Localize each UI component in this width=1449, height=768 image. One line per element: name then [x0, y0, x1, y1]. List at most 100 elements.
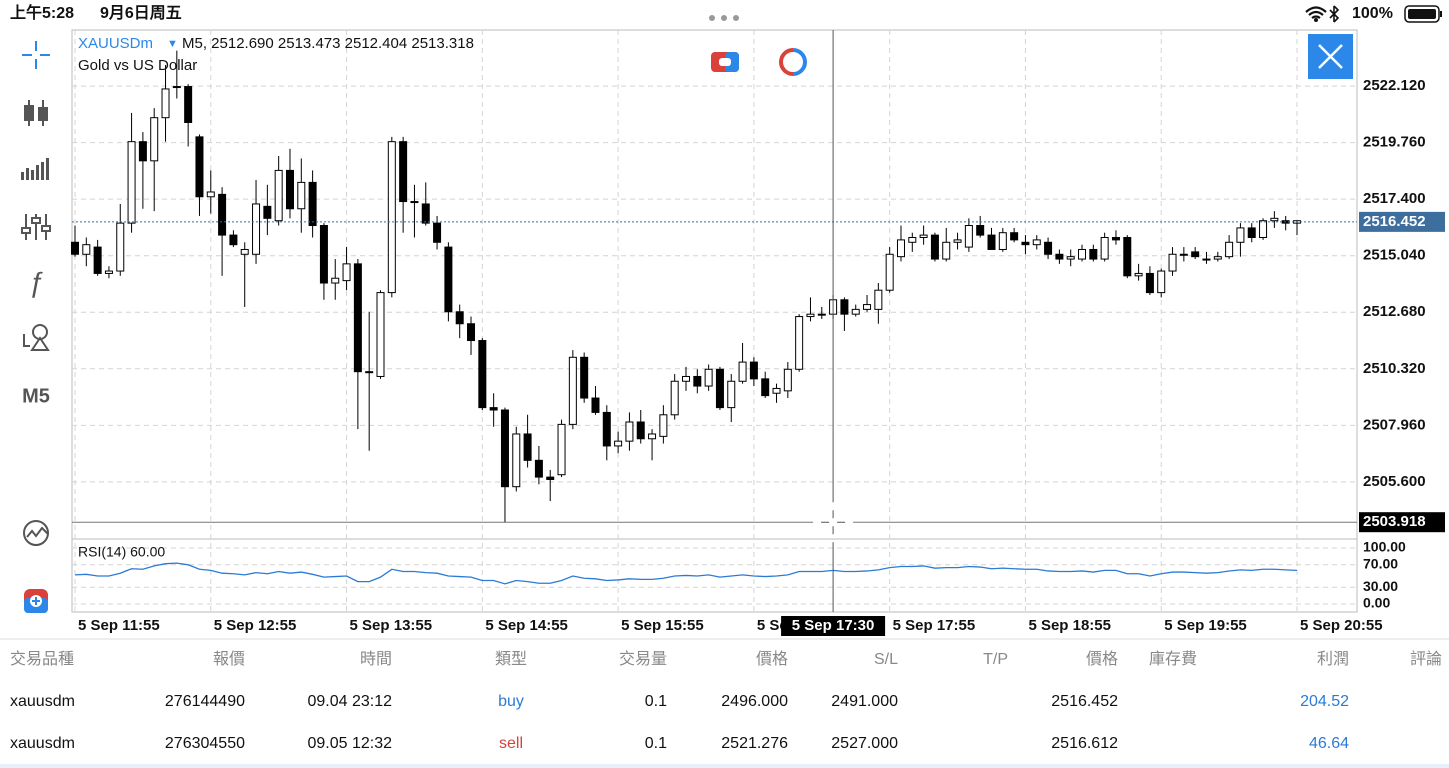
- candle-body: [693, 375, 702, 387]
- table-cell: 204.52: [1300, 693, 1349, 710]
- table-cell: 2496.000: [721, 693, 788, 710]
- column-header: 時間: [360, 650, 392, 668]
- table-cell: 2516.452: [1051, 693, 1118, 710]
- candle-body: [953, 239, 962, 243]
- candle-body: [670, 380, 679, 416]
- top-dots: [709, 15, 739, 21]
- candle-body: [410, 201, 419, 204]
- rsi-tick-label: 0.00: [1363, 595, 1390, 611]
- candle-body: [353, 263, 362, 373]
- rsi-tick-label: 100.00: [1363, 539, 1406, 555]
- depth-icon[interactable]: [779, 48, 807, 76]
- status-time: 上午5:28: [10, 3, 74, 22]
- candle-body: [715, 368, 724, 409]
- crosshair-time-tag: [781, 616, 886, 636]
- candle-body: [614, 440, 623, 447]
- candle-body: [987, 234, 996, 250]
- candle-body: [467, 323, 476, 342]
- chart-type-tool[interactable]: [24, 100, 48, 126]
- candle-body: [376, 292, 385, 377]
- column-header: S/L: [874, 651, 898, 668]
- status-date: 9月6日周五: [100, 4, 182, 22]
- bid-tag: [1359, 211, 1445, 232]
- table-cell: 2527.000: [831, 735, 898, 752]
- candle-body: [161, 88, 170, 119]
- bottom-strip: [0, 764, 1449, 768]
- candle-body: [399, 141, 408, 203]
- price-label: 2515.040: [1363, 247, 1426, 264]
- candle-body: [1066, 256, 1075, 260]
- candle-body: [285, 169, 294, 210]
- candle-body: [919, 234, 928, 238]
- table-cell: 2516.612: [1051, 735, 1118, 752]
- candle-body: [851, 308, 860, 315]
- candle-body: [82, 244, 91, 255]
- crosshair-tool[interactable]: [22, 41, 50, 69]
- crosshair-price: 2503.918: [1363, 513, 1426, 530]
- close-button[interactable]: [1308, 34, 1353, 79]
- column-header: 交易量: [619, 650, 667, 668]
- candle-body: [863, 304, 872, 310]
- objects-tool[interactable]: [23, 324, 50, 351]
- price-label: 2522.120: [1363, 77, 1426, 94]
- time-label: 5 Sep 17:55: [893, 617, 976, 634]
- candle-body: [1100, 236, 1109, 260]
- candle-body: [602, 411, 611, 447]
- candle-body: [874, 289, 883, 310]
- functions-tool[interactable]: ƒ: [28, 266, 44, 297]
- candle-body: [71, 241, 79, 255]
- candle-body: [138, 141, 147, 162]
- symbol-dropdown[interactable]: ▼: [167, 38, 178, 50]
- ohlc-header: M5, 2512.690 2513.473 2512.404 2513.318: [182, 35, 474, 52]
- candle-body: [1134, 272, 1143, 277]
- candle-body: [263, 205, 272, 219]
- candle-body: [806, 313, 815, 318]
- candle-body: [761, 378, 770, 397]
- bid-label: 2516.452: [1363, 213, 1426, 230]
- candle-body: [783, 368, 792, 392]
- add-icon[interactable]: [24, 589, 48, 613]
- candle-body: [580, 356, 589, 399]
- candle-body: [817, 313, 826, 316]
- candle-body: [1111, 236, 1120, 241]
- positions-table: 交易品種 報價 時間 類型 交易量 價格 S/L T/P 價格 庫存費 利潤 評論 xauusdm 276…: [0, 638, 1449, 752]
- candle-body: [512, 433, 521, 488]
- indicators-tool[interactable]: [21, 158, 49, 180]
- candle-body: [206, 191, 215, 198]
- table-cell: 0.1: [645, 735, 667, 752]
- candle-body: [1021, 241, 1030, 246]
- rsi-line: [74, 562, 1298, 585]
- candle-body: [172, 86, 181, 89]
- price-label: 2512.680: [1363, 303, 1426, 320]
- timeframe-button[interactable]: M5: [22, 385, 50, 407]
- plot: [71, 30, 1357, 612]
- time-label: 5 Sep 13:55: [350, 617, 433, 634]
- one-click-icon[interactable]: [711, 52, 739, 72]
- candle-body: [104, 270, 113, 274]
- symbol-description: Gold vs US Dollar: [78, 57, 197, 74]
- candle-body: [1010, 232, 1019, 241]
- table-cell: xauusdm: [10, 735, 75, 752]
- candle-body: [297, 181, 306, 210]
- candle-body: [942, 241, 951, 260]
- candle-body: [738, 361, 747, 382]
- candle-body: [365, 371, 374, 374]
- analytics-icon[interactable]: [23, 520, 49, 546]
- candle-body: [489, 407, 498, 411]
- settings-tool[interactable]: [21, 214, 51, 240]
- column-header: 報價: [213, 650, 245, 668]
- candle-body: [342, 263, 351, 282]
- candle-body: [150, 117, 159, 162]
- status-icons: [1305, 5, 1442, 23]
- candle-body: [116, 222, 125, 272]
- candle-body: [704, 368, 713, 387]
- chart-frame: [71, 29, 1358, 613]
- column-header: 利潤: [1317, 650, 1349, 668]
- crosshair-price-tag: [1359, 512, 1445, 533]
- candle-body: [772, 387, 781, 394]
- candle-body: [1089, 248, 1098, 260]
- time-label: 5 Sep 20:55: [1300, 617, 1383, 634]
- symbol[interactable]: XAUUSDm: [78, 35, 153, 52]
- candle-body: [184, 86, 193, 123]
- candle-body: [523, 433, 532, 461]
